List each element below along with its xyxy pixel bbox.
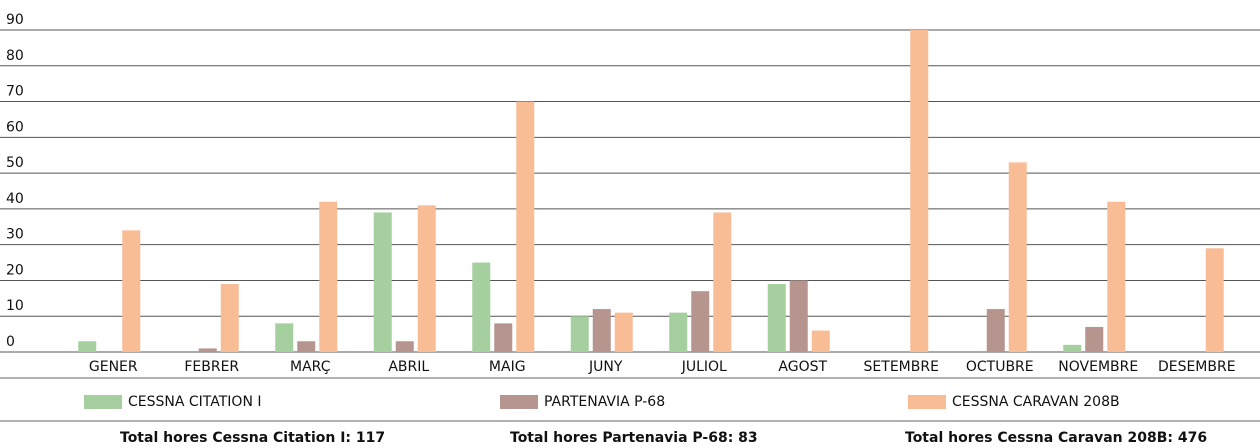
bar	[319, 201, 338, 352]
bar	[811, 330, 830, 352]
bar	[570, 316, 589, 352]
bar	[1205, 248, 1224, 352]
bar	[592, 309, 611, 352]
bar	[417, 205, 436, 352]
x-tick-label: JUNY	[588, 359, 623, 375]
legend-label: CESSNA CITATION I	[128, 394, 262, 410]
bar	[1008, 162, 1027, 352]
y-tick-label: 90	[6, 12, 24, 28]
bar	[275, 323, 294, 352]
total-label: Total hores Cessna Caravan 208B: 476	[905, 430, 1207, 446]
x-tick-label: MARÇ	[290, 359, 331, 375]
y-tick-label: 60	[6, 119, 24, 135]
bar	[198, 348, 217, 352]
y-tick-label: 10	[6, 298, 24, 314]
bar	[614, 312, 633, 352]
bar	[220, 284, 239, 352]
bar	[669, 312, 688, 352]
x-tick-label: MAIG	[489, 359, 526, 375]
total-label: Total hores Cessna Citation I: 117	[120, 430, 385, 446]
bar	[1107, 201, 1126, 352]
x-tick-label: ABRIL	[388, 359, 429, 375]
x-tick-label: SETEMBRE	[864, 359, 939, 375]
bar	[767, 284, 786, 352]
x-tick-label: FEBRER	[184, 359, 239, 375]
bar	[494, 323, 513, 352]
x-tick-label: JULIOL	[681, 359, 727, 375]
legend-swatch	[908, 395, 946, 409]
x-tick-label: DESEMBRE	[1158, 359, 1236, 375]
y-tick-label: 30	[6, 227, 24, 243]
x-tick-label: GENER	[89, 359, 138, 375]
bar	[297, 341, 316, 352]
bar	[1063, 344, 1082, 352]
total-label: Total hores Partenavia P-68: 83	[510, 430, 758, 446]
x-tick-label: NOVEMBRE	[1058, 359, 1138, 375]
legend-swatch	[84, 395, 122, 409]
legend-label: PARTENAVIA P-68	[544, 394, 665, 410]
y-tick-label: 50	[6, 155, 24, 171]
y-tick-label: 80	[6, 48, 24, 64]
y-tick-label: 40	[6, 191, 24, 207]
y-tick-label: 70	[6, 84, 24, 100]
bar	[691, 291, 710, 352]
y-tick-label: 0	[6, 334, 15, 350]
bar	[395, 341, 414, 352]
x-tick-label: AGOST	[778, 359, 827, 375]
bar	[1085, 326, 1104, 352]
y-tick-label: 20	[6, 262, 24, 278]
bar	[516, 101, 535, 352]
bar	[713, 212, 732, 352]
bar	[986, 309, 1005, 352]
bar	[373, 212, 392, 352]
legend-label: CESSNA CARAVAN 208B	[952, 394, 1120, 410]
bar	[122, 230, 141, 352]
bar	[78, 341, 97, 352]
bar	[472, 262, 491, 352]
bar	[910, 30, 929, 352]
x-tick-label: OCTUBRE	[966, 359, 1034, 375]
legend-swatch	[500, 395, 538, 409]
bar	[789, 280, 808, 352]
